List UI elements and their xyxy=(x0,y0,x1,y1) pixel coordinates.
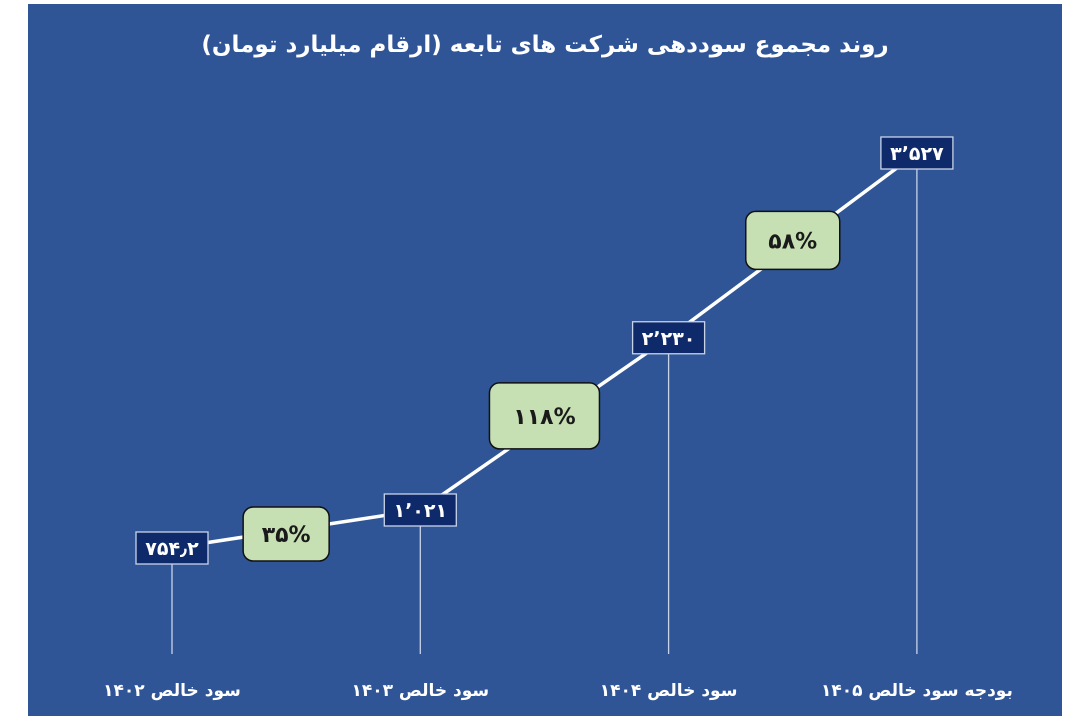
data-label: ۳٬۵۲۷ xyxy=(890,143,944,165)
value-label-box xyxy=(880,136,954,170)
growth-label: ۳۵% xyxy=(262,523,311,548)
growth-badge xyxy=(745,210,841,271)
growth-label: ۱۱۸% xyxy=(513,405,575,430)
x-tick-label: سود خالص ۱۴۰۳ xyxy=(351,681,489,701)
value-label-box xyxy=(631,321,706,355)
data-label: ۱٬۰۲۱ xyxy=(393,500,447,522)
x-tick-label: بودجه سود خالص ۱۴۰۵ xyxy=(821,681,1013,701)
value-label-box xyxy=(383,493,457,527)
growth-badge xyxy=(242,506,330,562)
growth-badge xyxy=(488,382,601,450)
data-label: ۲٬۲۳۰ xyxy=(642,328,696,350)
data-label: ۷۵۴٫۲ xyxy=(145,538,199,560)
chart-title: روند مجموع سوددهی شرکت های تابعه (ارقام … xyxy=(201,32,888,58)
line-chart: روند مجموع سوددهی شرکت های تابعه (ارقام … xyxy=(103,32,1013,701)
chart-panel: روند مجموع سوددهی شرکت های تابعه (ارقام … xyxy=(28,4,1062,716)
x-tick-label: سود خالص ۱۴۰۴ xyxy=(600,681,738,701)
growth-label: ۵۸% xyxy=(768,229,817,254)
x-tick-label: سود خالص ۱۴۰۲ xyxy=(103,681,241,701)
value-label-box xyxy=(135,531,209,565)
